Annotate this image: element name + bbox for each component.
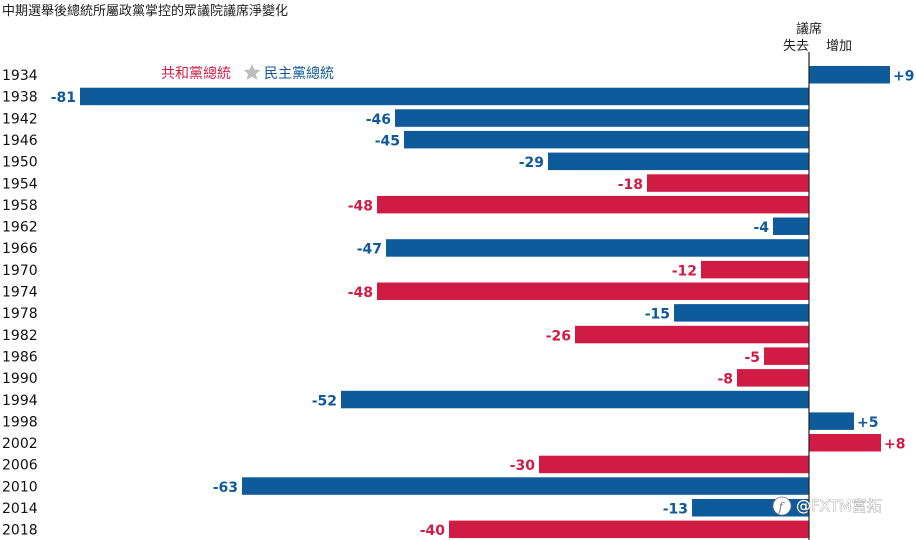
axis-caption-lost: 失去 (783, 39, 809, 54)
bar-1958 (377, 195, 809, 214)
bars-group (80, 66, 890, 539)
axis-caption-seats: 議席 (796, 21, 822, 37)
value-label-2006: -30 (510, 458, 536, 474)
year-label-2010: 2010 (2, 479, 38, 495)
year-label-1950: 1950 (2, 155, 38, 171)
value-label-1942: -46 (366, 112, 391, 128)
value-label-1934: +9 (893, 69, 914, 85)
value-label-1950: -29 (519, 155, 544, 171)
watermark-text: @FXTM富拓 (796, 497, 882, 515)
year-label-1938: 1938 (2, 90, 38, 106)
value-label-1938: -81 (51, 90, 76, 106)
watermark: f @FXTM富拓 (772, 496, 882, 516)
value-label-2002: +8 (884, 437, 905, 453)
value-label-2014: -13 (663, 502, 688, 518)
bar-1954 (647, 174, 809, 192)
bar-1974 (377, 282, 809, 300)
value-label-1990: -8 (717, 372, 733, 388)
bar-1978 (674, 304, 809, 322)
value-label-1998: +5 (857, 415, 878, 431)
bar-2006 (539, 455, 809, 474)
bar-2002 (809, 434, 881, 452)
value-label-1946: -45 (375, 133, 400, 149)
year-label-2006: 2006 (2, 458, 38, 474)
bar-1946 (404, 130, 809, 149)
value-label-1982: -26 (546, 328, 571, 344)
legend-republican: 共和黨總統 (161, 65, 231, 82)
value-labels: +9-81-46-45-29-18-48-4-47-12-48-15-26-5-… (51, 69, 915, 540)
bar-1982 (575, 325, 809, 344)
year-label-2002: 2002 (2, 436, 38, 452)
value-label-1954: -18 (618, 177, 643, 193)
value-label-1986: -5 (744, 350, 760, 366)
bar-1934 (809, 66, 890, 84)
year-label-1962: 1962 (2, 220, 38, 236)
axis-caption-gained: 增加 (826, 39, 852, 54)
year-label-1966: 1966 (2, 241, 38, 257)
bar-2010 (242, 477, 809, 495)
value-label-1958: -48 (348, 198, 373, 214)
value-label-2010: -63 (213, 480, 238, 496)
legend-democrat: 民主黨總統 (264, 65, 334, 82)
year-label-1994: 1994 (2, 393, 38, 409)
year-labels: 1934 1938 1942 1946 1950 1954 1958 1962 1966 1970… (2, 68, 38, 539)
value-label-1974: -48 (348, 285, 373, 301)
bar-1970 (701, 260, 809, 279)
bar-1990 (737, 369, 809, 387)
year-label-2014: 2014 (2, 501, 38, 517)
year-label-1982: 1982 (2, 328, 38, 344)
year-label-1990: 1990 (2, 371, 38, 387)
year-label-1934: 1934 (2, 68, 38, 84)
value-label-1994: -52 (312, 393, 337, 409)
bar-1986 (764, 347, 809, 365)
value-label-1962: -4 (753, 220, 769, 236)
value-label-1978: -15 (645, 307, 670, 323)
bar-1950 (548, 152, 809, 171)
value-label-1966: -47 (357, 242, 382, 258)
facebook-icon (772, 496, 792, 516)
year-label-1954: 1954 (2, 176, 38, 192)
legend: 共和黨總統 民主黨總統 (161, 64, 334, 82)
year-label-1986: 1986 (2, 349, 38, 365)
bar-1938 (80, 87, 809, 106)
value-label-2018: -40 (420, 523, 446, 539)
bar-1994 (341, 390, 809, 409)
year-label-1970: 1970 (2, 263, 38, 279)
year-label-1946: 1946 (2, 133, 38, 149)
year-label-1942: 1942 (2, 111, 38, 127)
year-label-1958: 1958 (2, 198, 38, 214)
bar-1942 (395, 109, 809, 127)
svg-text:f: f (778, 500, 786, 514)
star-icon (243, 64, 261, 80)
chart-title: 中期選舉後總統所屬政黨掌控的眾議院議席淨變化 (2, 3, 288, 19)
year-label-1978: 1978 (2, 306, 38, 322)
year-label-1998: 1998 (2, 414, 38, 430)
bar-1962 (773, 217, 809, 235)
value-label-1970: -12 (672, 263, 697, 279)
bar-1966 (386, 239, 809, 257)
year-label-1974: 1974 (2, 285, 38, 301)
bar-2014 (692, 499, 809, 517)
bar-1998 (809, 412, 854, 430)
bar-2018 (449, 520, 809, 539)
year-label-2018: 2018 (2, 523, 38, 539)
